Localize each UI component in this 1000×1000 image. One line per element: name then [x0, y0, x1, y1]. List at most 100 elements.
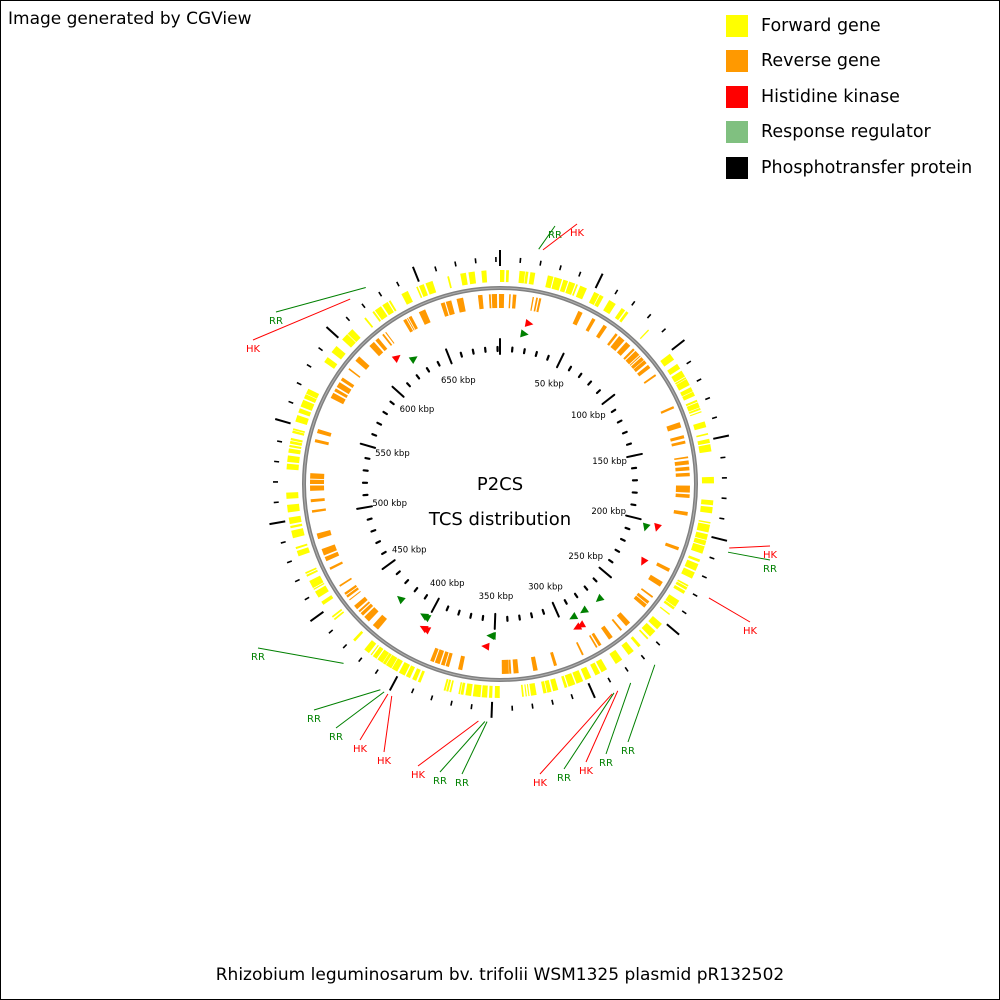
- forward-gene: [665, 594, 680, 607]
- forward-gene: [401, 290, 413, 305]
- legend-item-phosphotransfer-protein: Phosphotransfer protein: [726, 150, 972, 186]
- forward-gene: [286, 492, 299, 499]
- reverse-gene-swatch: [726, 50, 748, 73]
- rr-marker: [397, 595, 406, 605]
- inner-tick: [621, 430, 628, 435]
- reverse-gene: [636, 592, 650, 604]
- outer-tick: [304, 596, 310, 601]
- forward-gene: [398, 662, 410, 676]
- forward-gene: [588, 291, 600, 306]
- forward-gene: [295, 543, 308, 550]
- outer-tick-ring: [269, 250, 730, 718]
- forward-gene: [697, 438, 711, 446]
- hk-label: HK: [411, 770, 426, 781]
- forward-gene: [675, 581, 688, 590]
- forward-gene: [663, 600, 675, 610]
- forward-gene: [696, 432, 709, 438]
- forward-gene: [680, 387, 693, 397]
- forward-gene: [388, 300, 397, 312]
- forward-gene: [545, 275, 554, 289]
- outer-tick: [692, 593, 698, 598]
- forward-gene: [290, 523, 303, 529]
- reverse-gene: [616, 341, 631, 356]
- forward-gene: [333, 611, 345, 621]
- inner-tick: [381, 559, 396, 571]
- outer-tick: [614, 289, 619, 295]
- forward-gene: [630, 636, 641, 648]
- inner-tick-ring: [356, 338, 643, 630]
- feature-markers: [391, 319, 662, 651]
- reverse-gene: [660, 406, 675, 414]
- legend-label: Histidine kinase: [761, 86, 900, 107]
- forward-gene: [671, 370, 686, 383]
- inner-tick: [530, 612, 534, 619]
- callout-line: [605, 682, 632, 755]
- feature-callouts: RR HK HK RR HK RR RR HK RR HK RR RR HK HK HK RR RR RR HK RR: [246, 223, 778, 789]
- outer-tick: [325, 326, 340, 339]
- legend-label: Response regulator: [761, 122, 931, 143]
- reverse-gene: [349, 590, 361, 601]
- outer-tick: [709, 556, 715, 560]
- outer-tick: [342, 643, 348, 649]
- outer-tick: [704, 396, 711, 401]
- callout-line: [563, 692, 615, 770]
- reverse-gene: [321, 544, 337, 556]
- outer-tick: [434, 266, 438, 272]
- rr-label: RR: [251, 652, 265, 663]
- rr-marker: [420, 613, 430, 621]
- rr-label: RR: [455, 778, 469, 789]
- hk-label: HK: [377, 756, 392, 767]
- forward-gene: [481, 270, 488, 283]
- reverse-gene: [477, 294, 484, 310]
- inner-tick: [366, 517, 373, 521]
- inner-tick: [577, 372, 583, 379]
- rr-marker: [580, 605, 589, 614]
- outer-tick: [578, 271, 582, 277]
- forward-gene: [648, 616, 662, 630]
- forward-gene: [370, 644, 379, 656]
- reverse-gene: [588, 635, 598, 648]
- forward-gene: [494, 685, 500, 698]
- outer-tick: [701, 575, 707, 579]
- reverse-gene: [334, 388, 348, 398]
- reverse-gene: [637, 364, 651, 377]
- forward-gene: [638, 629, 649, 640]
- rr-label: RR: [307, 714, 321, 725]
- forward-gene: [603, 300, 616, 315]
- tick-label: 150 kbp: [592, 457, 627, 467]
- reverse-gene: [596, 324, 608, 339]
- rr-marker: [642, 522, 651, 532]
- reverse-gene: [310, 498, 325, 503]
- forward-gene: [306, 569, 318, 577]
- reverse-gene: [630, 357, 644, 370]
- reverse-gene: [340, 377, 355, 388]
- reverse-gene: [488, 294, 492, 309]
- forward-gene: [694, 531, 708, 541]
- inner-tick: [546, 354, 550, 361]
- hk-label: HK: [743, 626, 758, 637]
- cgview-credit: Image generated by CGView: [8, 9, 252, 29]
- forward-gene: [305, 567, 317, 575]
- reverse-gene: [344, 584, 358, 595]
- forward-gene: [541, 681, 547, 694]
- legend-item-histidine-kinase: Histidine kinase: [726, 79, 972, 115]
- callout-line: [335, 691, 385, 729]
- forward-gene: [416, 286, 423, 299]
- inner-tick: [382, 410, 388, 416]
- rr-label: RR: [557, 773, 571, 784]
- reverse-gene: [501, 659, 509, 674]
- forward-gene: [684, 559, 699, 571]
- rr-marker: [408, 356, 418, 365]
- reverse-gene: [591, 632, 602, 647]
- hk-marker: [573, 622, 583, 630]
- reverse-gene: [640, 588, 654, 598]
- forward-gene: [309, 575, 324, 589]
- forward-gene: [700, 505, 713, 514]
- reverse-gene: [406, 317, 415, 331]
- reverse-gene: [511, 294, 517, 309]
- hk-label: HK: [763, 550, 778, 561]
- reverse-gene: [585, 318, 596, 332]
- forward-gene: [685, 399, 698, 407]
- inner-tick: [395, 570, 401, 576]
- outer-tick: [474, 258, 477, 264]
